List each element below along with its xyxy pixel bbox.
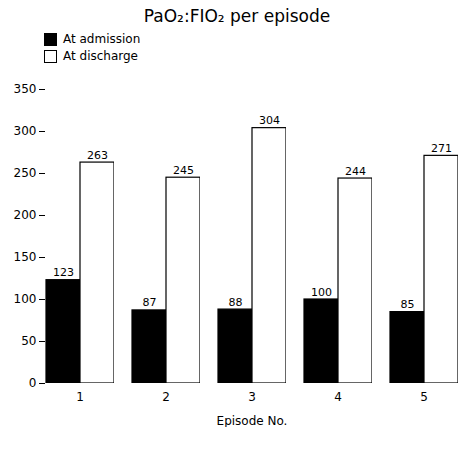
svg-text:263: 263 [87, 149, 108, 162]
svg-text:250: 250 [14, 166, 37, 180]
html-text:PaO₂:FIO₂ per episode: PaO₂:FIO₂ per episode [143, 6, 331, 26]
svg-text:123: 123 [53, 266, 74, 279]
html-text:At discharge: At discharge [63, 49, 138, 63]
svg-text:88: 88 [229, 296, 243, 309]
svg-text:350: 350 [14, 82, 37, 96]
svg-text:1: 1 [76, 390, 84, 404]
svg-text:304: 304 [259, 114, 280, 127]
svg-text:100: 100 [14, 292, 37, 306]
svg-text:87: 87 [143, 296, 157, 309]
svg-text:3: 3 [248, 390, 256, 404]
svg-text:300: 300 [14, 124, 37, 138]
svg-text:245: 245 [173, 164, 194, 177]
svg-text:Episode No.: Episode No. [217, 414, 288, 428]
svg-text:271: 271 [431, 142, 452, 155]
svg-text:5: 5 [420, 390, 428, 404]
svg-text:4: 4 [334, 390, 342, 404]
html-text:At admission: At admission [63, 32, 141, 46]
svg-text:50: 50 [21, 334, 36, 348]
svg-text:2: 2 [162, 390, 170, 404]
svg-text:200: 200 [14, 208, 37, 222]
svg-text:244: 244 [345, 165, 366, 178]
svg-text:0: 0 [29, 376, 37, 390]
svg-text:150: 150 [14, 250, 37, 264]
svg-text:100: 100 [311, 286, 332, 299]
svg-text:85: 85 [401, 298, 415, 311]
